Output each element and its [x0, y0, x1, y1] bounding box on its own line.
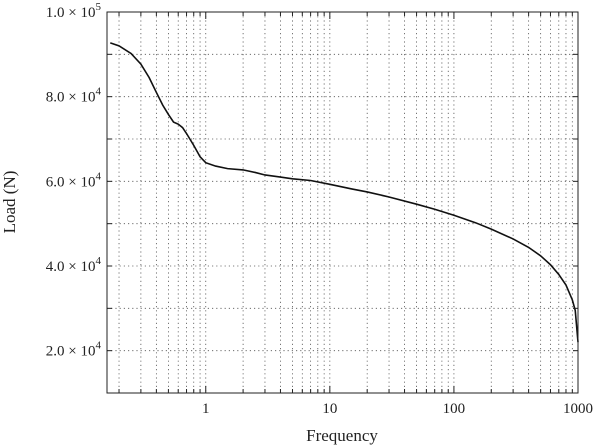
series-layer: [110, 42, 579, 343]
y-tick-label: 4.0 × 104: [46, 255, 102, 275]
axis-ticks: [107, 11, 579, 394]
load-curve: [110, 42, 579, 343]
x-tick-label: 100: [443, 401, 466, 417]
y-axis-title: Load (N): [0, 171, 19, 234]
y-tick-label: 2.0 × 104: [46, 340, 102, 360]
y-tick-label: 6.0 × 104: [46, 170, 102, 190]
x-tick-label: 10: [322, 401, 337, 417]
y-tick-label: 8.0 × 104: [46, 86, 102, 106]
grid: [107, 12, 578, 393]
x-axis-title: Frequency: [306, 426, 378, 445]
plot-frame: [106, 11, 579, 394]
x-tick-label: 1000: [563, 401, 593, 417]
x-tick-label: 1: [202, 401, 210, 417]
y-tick-label: 1.0 × 105: [46, 1, 102, 21]
tick-labels: 1 10 100 1000 2.0 × 104 4.0 × 104 6.0 × 104 8.0…: [46, 1, 593, 417]
